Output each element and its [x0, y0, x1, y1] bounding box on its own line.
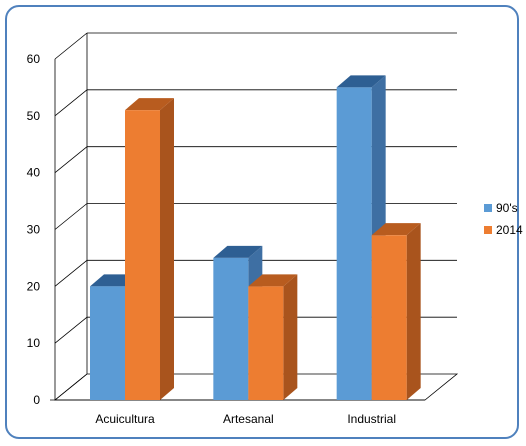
y-tick-label: 40 — [27, 166, 41, 180]
y-axis-ticks: 0 10 20 30 40 50 60 — [27, 52, 41, 407]
x-category-label: Artesanal — [223, 412, 274, 426]
y-tick-label: 0 — [33, 393, 40, 407]
legend-swatch — [484, 204, 492, 212]
gridline-depth — [54, 316, 88, 344]
legend-label: 2014 — [496, 223, 523, 237]
gridline-depth — [54, 89, 88, 117]
y-tick-label: 60 — [27, 52, 41, 66]
bars — [90, 75, 421, 401]
legend-swatch — [484, 226, 492, 234]
y-tick-label: 30 — [27, 223, 41, 237]
x-category-label: Acuicultura — [95, 412, 155, 426]
bar-90s-industrial — [336, 75, 386, 401]
gridline-depth — [54, 32, 88, 60]
x-category-label: Industrial — [347, 412, 396, 426]
legend-label: 90's — [496, 201, 518, 215]
legend: 90's 2014 — [484, 201, 523, 237]
bar-2014-industrial — [371, 223, 421, 400]
bar-2014-acuicultura — [125, 98, 174, 401]
y-tick-label: 10 — [27, 336, 41, 350]
y-tick-label: 50 — [27, 109, 41, 123]
y-tick-label: 20 — [27, 279, 41, 293]
bar-2014-artesanal — [248, 274, 298, 400]
x-axis-categories: Acuicultura Artesanal Industrial — [95, 412, 396, 426]
gridline-depth — [54, 146, 88, 173]
gridline-depth — [54, 203, 88, 230]
gridline-depth — [54, 260, 88, 287]
